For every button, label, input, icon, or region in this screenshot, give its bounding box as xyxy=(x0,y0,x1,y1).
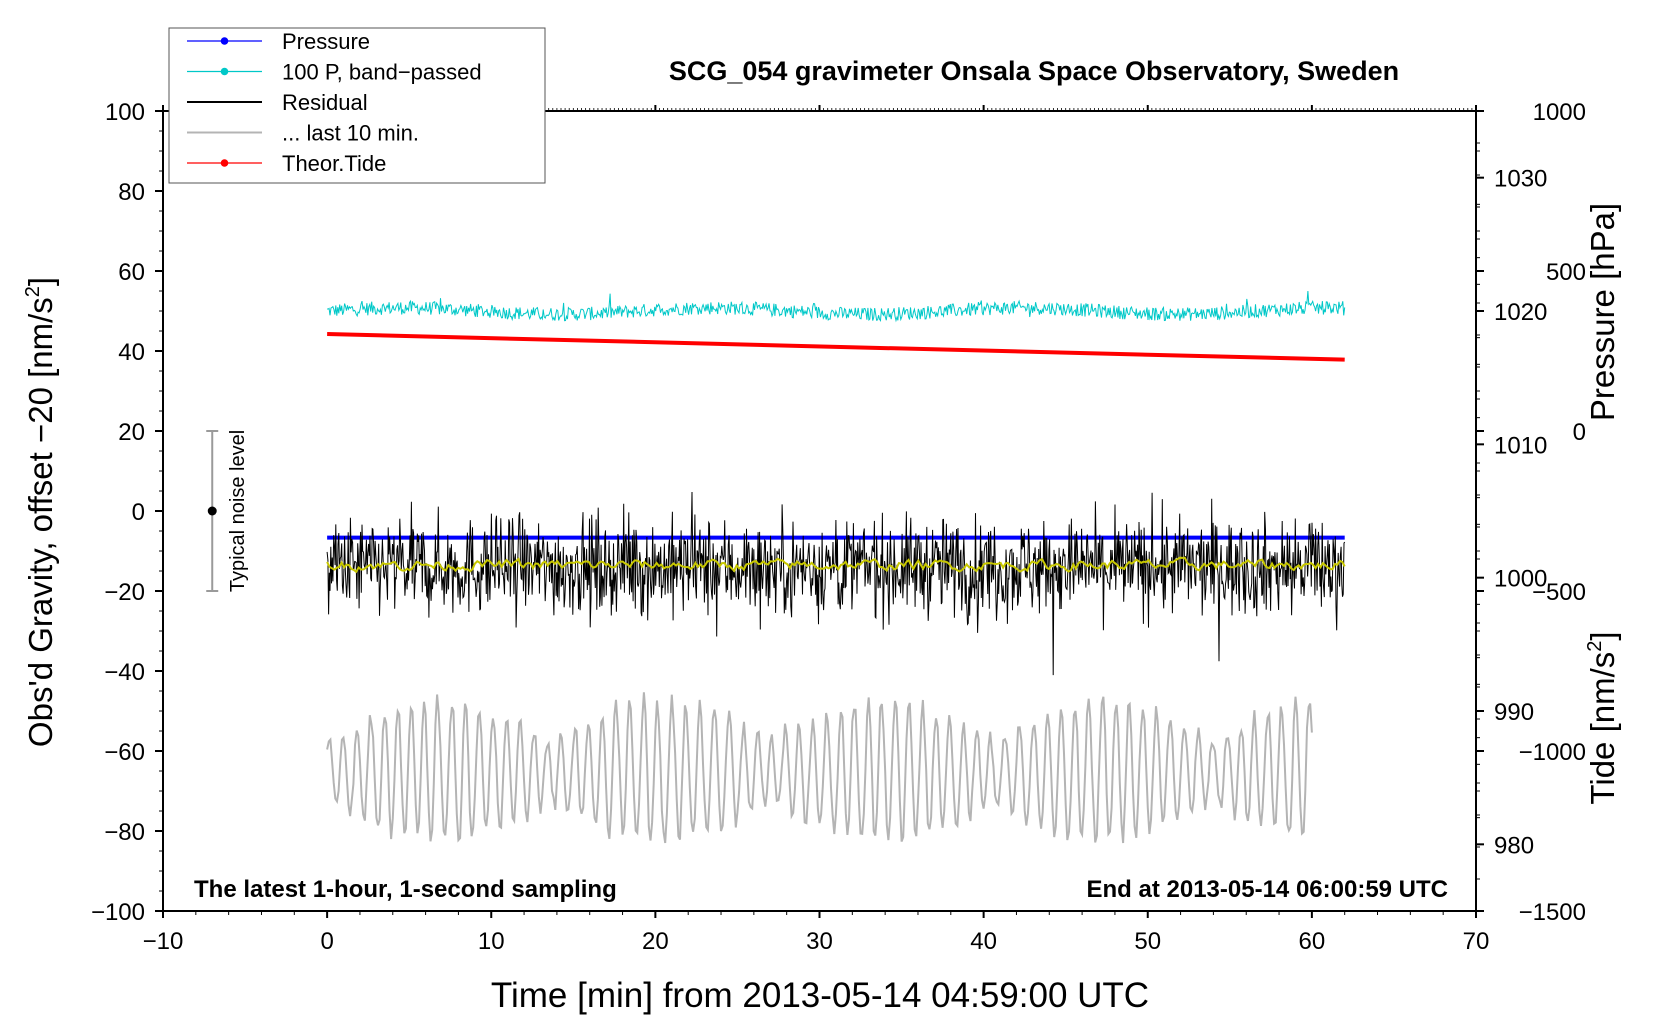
y-tick-label: −20 xyxy=(104,579,145,606)
y-tick-label: 60 xyxy=(118,259,145,286)
x-tick-label: 10 xyxy=(478,928,505,955)
y-tick-label: −100 xyxy=(91,899,145,926)
tide-tick-label: 1000 xyxy=(1533,99,1586,126)
noise-level-label: Typical noise level xyxy=(227,430,249,592)
tide-tick-label: −1000 xyxy=(1519,739,1586,766)
x-tick-label: 50 xyxy=(1134,928,1161,955)
legend-label: ... last 10 min. xyxy=(282,121,419,146)
y-tick-label: 80 xyxy=(118,179,145,206)
legend-marker xyxy=(220,159,229,167)
y-axis-label: Obs'd Gravity, offset −20 [nm/s2] xyxy=(22,277,59,747)
pressure-tick-label: 1030 xyxy=(1494,166,1547,193)
pressure-tick-label: 1020 xyxy=(1494,299,1547,326)
tide-axis-ticks: 1000 500 0 −500 −1000 −1500 xyxy=(1476,99,1586,926)
x-tick-label: 30 xyxy=(806,928,833,955)
tide-tick-label: 500 xyxy=(1546,259,1586,286)
series-residual-smoothed xyxy=(326,556,1346,574)
legend-label: Theor.Tide xyxy=(282,151,386,176)
series-residual xyxy=(326,491,1346,676)
pressure-tick-label: 1010 xyxy=(1494,432,1547,459)
legend-marker xyxy=(220,37,229,45)
x-tick-label: 20 xyxy=(642,928,669,955)
legend-marker xyxy=(220,67,229,76)
legend-label: 100 P, band−passed xyxy=(282,60,482,85)
pressure-tick-label: 990 xyxy=(1494,699,1534,726)
legend-label: Residual xyxy=(282,90,368,115)
pressure-axis-ticks: 1030 1020 1010 1000 990 980 xyxy=(1476,150,1547,859)
y-tick-label: 40 xyxy=(118,339,145,366)
series-bandpassed-pressure xyxy=(327,290,1346,323)
chart-title: SCG_054 gravimeter Onsala Space Observat… xyxy=(669,56,1399,86)
x-tick-label: 40 xyxy=(970,928,997,955)
x-axis-label: Time [min] from 2013-05-14 04:59:00 UTC xyxy=(491,976,1149,1015)
y-tick-label: 100 xyxy=(105,99,145,126)
end-time-note: End at 2013-05-14 06:00:59 UTC xyxy=(1087,876,1449,903)
legend-label: Pressure xyxy=(282,29,370,54)
x-tick-label: −10 xyxy=(143,928,184,955)
pressure-tick-label: 980 xyxy=(1494,832,1534,859)
series-layer xyxy=(326,290,1346,844)
y-axis-ticks: 100 80 60 40 20 0 −20 −40 −60 −80 −100 xyxy=(91,99,163,926)
tide-tick-label: 0 xyxy=(1573,419,1586,446)
tide-tick-label: −500 xyxy=(1532,579,1586,606)
pressure-axis-label: Pressure [hPa] xyxy=(1584,203,1621,421)
y-tick-label: 20 xyxy=(118,419,145,446)
y-tick-label: −80 xyxy=(104,819,145,846)
series-theoretical-tide xyxy=(327,332,1345,362)
y-tick-label: 0 xyxy=(132,499,145,526)
tide-tick-label: −1500 xyxy=(1519,899,1586,926)
noise-bar-center-dot xyxy=(207,506,217,516)
x-tick-label: 60 xyxy=(1299,928,1326,955)
sampling-note: The latest 1-hour, 1-second sampling xyxy=(194,876,617,903)
legend: Pressure 100 P, band−passed Residual ... la… xyxy=(168,27,546,184)
series-last-10-min xyxy=(326,692,1313,844)
x-tick-label: 0 xyxy=(320,928,333,955)
pressure-tick-label: 1000 xyxy=(1494,566,1547,593)
noise-level-indicator: Typical noise level xyxy=(206,430,249,592)
y-tick-label: −40 xyxy=(104,659,145,686)
legend-box xyxy=(168,27,546,184)
y-tick-label: −60 xyxy=(104,739,145,766)
x-tick-label: 70 xyxy=(1463,928,1490,955)
tide-axis-label: Tide [nm/s2] xyxy=(1584,631,1621,804)
plot-frame xyxy=(162,110,1477,912)
